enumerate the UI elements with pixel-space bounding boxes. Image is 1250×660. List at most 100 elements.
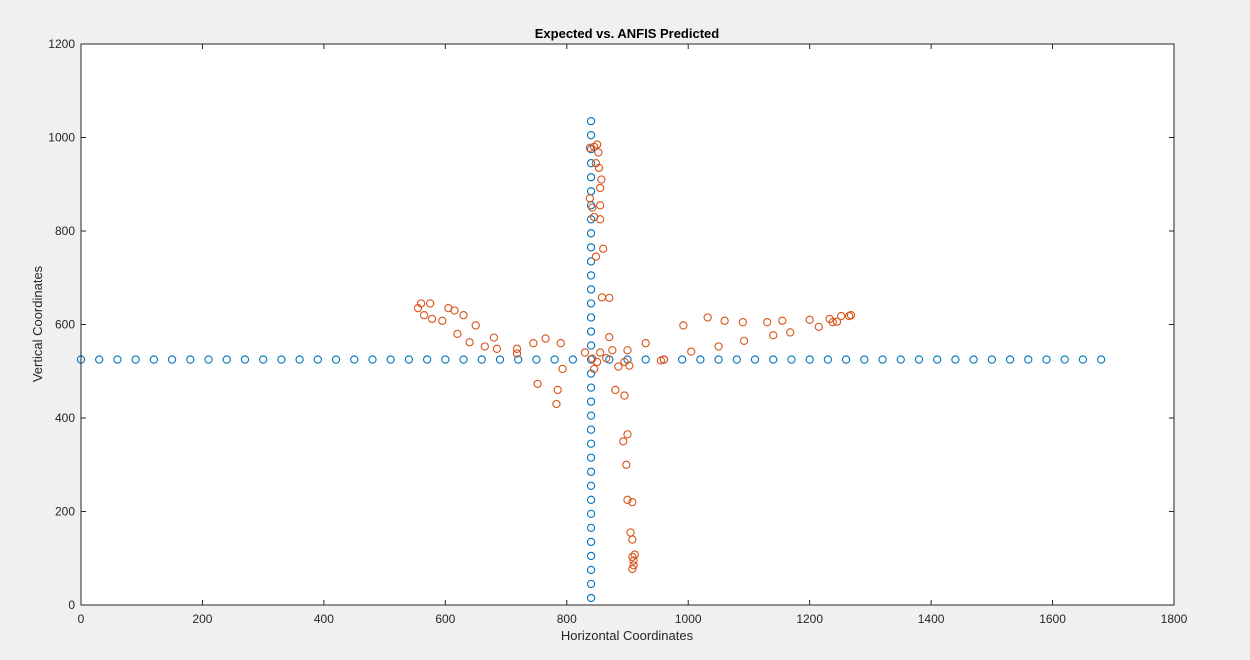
predicted-point <box>679 321 688 330</box>
x-tick-label: 0 <box>78 612 85 626</box>
expected-point <box>1060 355 1069 364</box>
expected-point <box>987 355 996 364</box>
predicted-point <box>453 329 462 338</box>
expected-point <box>823 355 833 364</box>
expected-point <box>259 355 268 364</box>
expected-point <box>586 439 596 448</box>
chart-title: Expected vs. ANFIS Predicted <box>535 26 720 41</box>
expected-point <box>933 355 942 364</box>
x-tick-label: 1800 <box>1161 612 1188 626</box>
predicted-point <box>592 140 602 149</box>
expected-point <box>586 313 596 322</box>
expected-point <box>586 579 596 589</box>
predicted-point <box>585 194 595 203</box>
expected-point <box>586 467 596 476</box>
predicted-point <box>622 460 631 469</box>
expected-point <box>969 355 978 364</box>
predicted-point <box>608 346 617 355</box>
expected-point <box>1078 355 1088 364</box>
predicted-point <box>427 314 437 324</box>
expected-point <box>586 116 596 126</box>
expected-point <box>714 355 723 364</box>
x-tick-label: 400 <box>314 612 334 626</box>
expected-point <box>586 173 596 182</box>
expected-point <box>167 355 177 364</box>
predicted-point <box>620 391 629 400</box>
expected-point <box>313 355 322 364</box>
axes-background <box>81 44 1174 605</box>
predicted-point <box>629 561 638 570</box>
predicted-point <box>846 310 856 320</box>
expected-point <box>186 355 195 364</box>
predicted-point <box>594 163 604 173</box>
expected-point <box>586 481 596 490</box>
expected-point <box>878 355 887 364</box>
axis-ticks: 0 200 400 600 800 1000 1200 1400 1600 1800 0 200 400… <box>48 37 1187 626</box>
expected-point <box>95 355 104 364</box>
expected-point <box>841 355 851 364</box>
predicted-point <box>556 339 565 348</box>
predicted-point <box>465 338 474 347</box>
predicted-point <box>558 364 567 374</box>
predicted-point <box>602 354 611 363</box>
predicted-point <box>594 148 603 157</box>
expected-point <box>586 453 596 462</box>
expected-point <box>586 523 596 533</box>
expected-point <box>678 355 687 364</box>
expected-point <box>586 299 596 308</box>
expected-point <box>586 509 596 518</box>
predicted-point <box>659 355 669 364</box>
predicted-point <box>614 362 623 371</box>
predicted-point <box>805 315 814 324</box>
predicted-point <box>438 316 447 325</box>
expected-point <box>860 355 869 364</box>
expected-point <box>495 355 505 364</box>
predicted-point <box>714 342 723 351</box>
expected-point <box>441 355 450 364</box>
expected-point <box>222 355 231 364</box>
series-predicted <box>413 140 856 574</box>
expected-point <box>732 355 741 364</box>
x-tick-label: 200 <box>192 612 212 626</box>
expected-point <box>586 229 596 238</box>
x-tick-label: 1000 <box>675 612 702 626</box>
expected-point <box>404 355 414 364</box>
expected-point <box>586 495 596 504</box>
x-axis-label: Horizontal Coordinates <box>561 628 694 643</box>
predicted-point <box>832 317 842 326</box>
y-axis-label: Vertical Coordinates <box>30 265 45 382</box>
predicted-point <box>786 328 795 337</box>
predicted-point <box>450 306 459 315</box>
expected-point <box>1005 355 1015 364</box>
expected-point <box>586 257 596 266</box>
x-tick-label: 1600 <box>1039 612 1066 626</box>
predicted-point <box>703 313 712 322</box>
expected-point <box>586 593 596 603</box>
y-tick-label: 400 <box>55 411 75 425</box>
y-tick-label: 200 <box>55 505 75 519</box>
predicted-point <box>589 364 599 374</box>
predicted-point <box>837 311 846 321</box>
expected-point <box>240 355 250 364</box>
expected-point <box>586 397 596 406</box>
expected-point <box>514 355 523 364</box>
expected-point <box>586 243 596 252</box>
predicted-point <box>628 552 637 561</box>
expected-point <box>131 355 140 364</box>
predicted-point <box>596 348 605 357</box>
predicted-point <box>492 344 502 353</box>
expected-point <box>586 271 596 280</box>
predicted-point <box>605 332 614 342</box>
predicted-point <box>828 318 837 327</box>
expected-point <box>951 355 960 364</box>
predicted-point <box>597 175 606 184</box>
expected-point <box>586 131 596 140</box>
expected-point <box>586 551 596 561</box>
expected-point <box>149 355 159 364</box>
expected-point <box>586 285 596 294</box>
predicted-point <box>541 334 550 343</box>
predicted-point <box>623 430 632 439</box>
expected-point <box>896 355 905 364</box>
predicted-point <box>739 336 749 346</box>
